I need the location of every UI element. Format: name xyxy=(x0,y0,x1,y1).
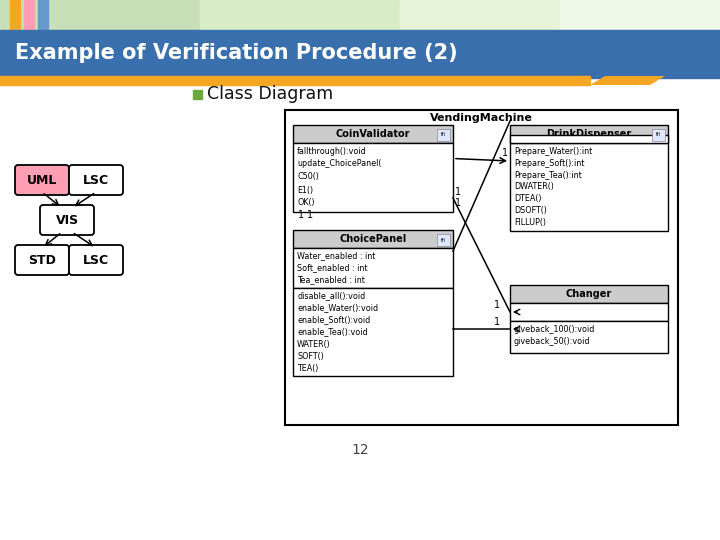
Polygon shape xyxy=(590,76,665,85)
Bar xyxy=(0,76,590,85)
Text: 1: 1 xyxy=(307,210,313,220)
FancyBboxPatch shape xyxy=(69,245,123,275)
Bar xyxy=(293,125,453,143)
Text: SOFT(): SOFT() xyxy=(297,352,324,361)
Text: ffi: ffi xyxy=(441,132,446,138)
Bar xyxy=(0,30,720,78)
Text: Tea_enabled : int: Tea_enabled : int xyxy=(297,275,365,285)
Text: LSC: LSC xyxy=(83,253,109,267)
Bar xyxy=(293,248,453,288)
Bar xyxy=(285,110,678,425)
Text: ffi: ffi xyxy=(441,238,446,242)
Text: giveback_50():void: giveback_50():void xyxy=(514,338,590,347)
Text: 1: 1 xyxy=(455,198,461,208)
Text: enable_Water():void: enable_Water():void xyxy=(297,303,378,313)
Bar xyxy=(437,129,450,141)
Text: 1: 1 xyxy=(494,317,500,327)
Text: disable_all():void: disable_all():void xyxy=(297,292,365,300)
Text: Prepare_Water():int: Prepare_Water():int xyxy=(514,146,593,156)
FancyBboxPatch shape xyxy=(15,165,69,195)
Text: VIS: VIS xyxy=(55,213,78,226)
Text: 1: 1 xyxy=(502,148,508,158)
Text: ffi: ffi xyxy=(656,132,661,138)
Bar xyxy=(510,125,668,143)
FancyBboxPatch shape xyxy=(69,165,123,195)
Bar xyxy=(510,143,668,231)
Text: DTEA(): DTEA() xyxy=(514,194,541,204)
Bar xyxy=(293,230,453,248)
Text: Prepare_Tea():int: Prepare_Tea():int xyxy=(514,171,582,179)
Text: 1: 1 xyxy=(455,187,461,197)
Bar xyxy=(10,0,20,30)
Text: FILLUP(): FILLUP() xyxy=(514,219,546,227)
Bar xyxy=(510,321,668,353)
Text: Example of Verification Procedure (2): Example of Verification Procedure (2) xyxy=(15,43,458,63)
Text: DSOFT(): DSOFT() xyxy=(514,206,547,215)
Text: E1(): E1() xyxy=(297,186,313,194)
Text: ChoicePanel: ChoicePanel xyxy=(339,234,407,244)
Bar xyxy=(200,0,720,30)
Bar xyxy=(400,0,720,30)
Bar xyxy=(510,303,668,321)
Text: Soft_enabled : int: Soft_enabled : int xyxy=(297,264,367,273)
Text: TEA(): TEA() xyxy=(297,363,318,373)
FancyBboxPatch shape xyxy=(40,205,94,235)
Text: DrinkDispenser: DrinkDispenser xyxy=(546,129,631,139)
Text: Class Diagram: Class Diagram xyxy=(207,85,333,103)
Text: UML: UML xyxy=(27,173,57,186)
Bar xyxy=(560,0,720,30)
FancyBboxPatch shape xyxy=(15,245,69,275)
Bar xyxy=(0,0,720,30)
Text: Prepare_Soft():int: Prepare_Soft():int xyxy=(514,159,585,167)
Text: DWATER(): DWATER() xyxy=(514,183,554,192)
Text: giveback_100():void: giveback_100():void xyxy=(514,325,595,334)
Text: update_ChoicePanel(: update_ChoicePanel( xyxy=(297,159,382,168)
Text: enable_Tea():void: enable_Tea():void xyxy=(297,327,368,336)
Text: Changer: Changer xyxy=(566,289,612,299)
Text: 1: 1 xyxy=(494,300,500,310)
Text: STD: STD xyxy=(28,253,56,267)
Bar xyxy=(293,288,453,376)
Text: 1: 1 xyxy=(298,210,304,220)
Text: WATER(): WATER() xyxy=(297,340,330,348)
Bar xyxy=(437,234,450,246)
Bar xyxy=(24,0,34,30)
Text: 12: 12 xyxy=(351,443,369,457)
Text: OK(): OK() xyxy=(297,199,315,207)
Text: VendingMachine: VendingMachine xyxy=(430,113,533,123)
Text: enable_Soft():void: enable_Soft():void xyxy=(297,315,370,325)
Bar xyxy=(510,135,668,143)
Bar xyxy=(193,90,202,99)
Text: CoinValidator: CoinValidator xyxy=(336,129,410,139)
Text: fallthrough():void: fallthrough():void xyxy=(297,146,366,156)
Bar xyxy=(652,129,665,141)
Bar xyxy=(38,0,48,30)
Text: Water_enabled : int: Water_enabled : int xyxy=(297,252,375,260)
Bar xyxy=(293,143,453,212)
Bar xyxy=(0,85,720,465)
Bar xyxy=(510,285,668,303)
Text: C50(): C50() xyxy=(297,172,319,181)
Text: LSC: LSC xyxy=(83,173,109,186)
